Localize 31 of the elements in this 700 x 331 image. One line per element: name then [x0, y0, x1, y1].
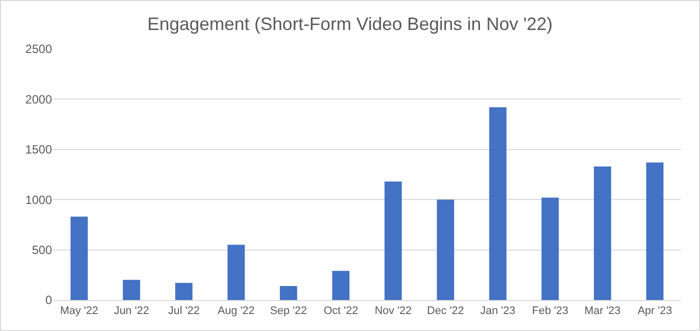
- bar: [489, 107, 506, 300]
- y-tick-label: 500: [32, 243, 52, 257]
- y-tick-label: 2500: [25, 42, 52, 56]
- x-tick-label: Mar '23: [584, 305, 621, 318]
- bar: [646, 162, 664, 300]
- chart-title: Engagement (Short-Form Video Begins in Nov '22): [147, 14, 553, 34]
- bar: [280, 286, 298, 300]
- x-tick-label: Aug '22: [218, 305, 255, 318]
- x-tick-label: Apr '23: [638, 305, 672, 318]
- bar: [542, 198, 559, 300]
- bar: [594, 166, 612, 300]
- x-tick-label: Oct '22: [324, 305, 358, 318]
- x-tick-label: Jul '22: [168, 305, 200, 318]
- y-tick-label: 2000: [25, 92, 52, 106]
- y-tick-label: 1500: [25, 142, 52, 157]
- y-tick-label: 0: [45, 293, 52, 308]
- bar: [122, 280, 140, 300]
- bar: [228, 244, 245, 300]
- x-tick-label: Dec '22: [427, 305, 464, 318]
- x-tick-label: May '22: [60, 305, 98, 318]
- bar: [175, 282, 192, 300]
- y-tick-label: 1000: [25, 192, 52, 207]
- x-tick-label: Nov '22: [374, 305, 412, 318]
- x-tick-label: Jan '23: [480, 305, 516, 318]
- x-tick-label: Feb '23: [532, 305, 568, 318]
- bar: [436, 200, 454, 300]
- bar: [332, 270, 350, 300]
- x-tick-label: Jun '22: [114, 305, 150, 318]
- x-tick-label: Sep '22: [270, 305, 307, 318]
- bar: [384, 182, 402, 300]
- bar: [70, 216, 88, 300]
